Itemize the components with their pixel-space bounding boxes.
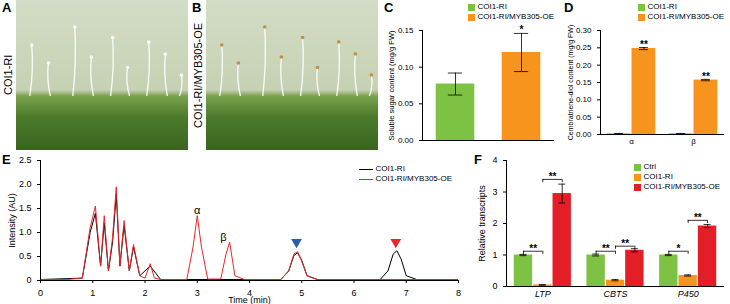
svg-text:5: 5 — [299, 288, 304, 298]
html-text:COI1-RI: COI1-RI — [647, 2, 677, 11]
html-text:COI1-RI/MYB305-OE: COI1-RI/MYB305-OE — [477, 12, 554, 21]
html-text:D: D — [564, 0, 574, 15]
html-text:COI1-RI/MYB305-OE: COI1-RI/MYB305-OE — [647, 12, 724, 21]
svg-text:2: 2 — [142, 288, 147, 298]
svg-text:2.0: 2.0 — [19, 179, 32, 189]
svg-text:LTP: LTP — [535, 289, 551, 299]
svg-text:0.05: 0.05 — [398, 99, 414, 108]
svg-text:0.10: 0.10 — [398, 63, 414, 72]
svg-text:0.00: 0.00 — [576, 130, 592, 139]
svg-text:7: 7 — [404, 288, 409, 298]
html-text:COI1-RI/MYB305-OE: COI1-RI/MYB305-OE — [643, 182, 720, 191]
svg-text:*: * — [520, 24, 524, 35]
svg-text:8: 8 — [456, 288, 461, 298]
svg-text:**: ** — [549, 171, 557, 182]
svg-text:Relative transcripts: Relative transcripts — [477, 185, 487, 262]
svg-text:0.15: 0.15 — [398, 26, 414, 35]
html-text:COI1-RI: COI1-RI — [2, 54, 14, 96]
svg-text:3: 3 — [195, 288, 200, 298]
svg-text:*: * — [677, 243, 681, 254]
svg-text:1.5: 1.5 — [19, 203, 32, 213]
svg-text:α: α — [194, 204, 201, 216]
svg-text:**: ** — [640, 39, 648, 50]
svg-text:0.5: 0.5 — [19, 251, 32, 261]
svg-text:**: ** — [602, 243, 610, 254]
svg-text:P450: P450 — [678, 289, 699, 299]
svg-text:Intensity (AU): Intensity (AU) — [7, 193, 17, 248]
svg-text:0.15: 0.15 — [576, 78, 592, 87]
svg-text:**: ** — [529, 243, 537, 254]
svg-text:**: ** — [702, 71, 710, 82]
html-text:A: A — [2, 0, 12, 15]
svg-text:1.0: 1.0 — [19, 227, 32, 237]
svg-text:0.20: 0.20 — [576, 61, 592, 70]
svg-text:0: 0 — [26, 275, 31, 285]
html-text:COI1-RI/MYB305-OE: COI1-RI/MYB305-OE — [375, 174, 452, 183]
svg-text:**: ** — [694, 212, 702, 223]
svg-text:Cembratriene-diol content (mg/: Cembratriene-diol content (mg/g FW) — [567, 25, 575, 141]
svg-text:CBTS: CBTS — [603, 289, 627, 299]
html-text:Ctrl: Ctrl — [643, 162, 656, 171]
html-text:COI1-RI: COI1-RI — [643, 172, 673, 181]
html-text:COI1-RI/MYB305-OE: COI1-RI/MYB305-OE — [192, 22, 204, 128]
svg-text:0.10: 0.10 — [576, 95, 592, 104]
html-text:B: B — [192, 0, 202, 15]
svg-text:1: 1 — [90, 288, 95, 298]
html-text:COI1-RI: COI1-RI — [375, 164, 405, 173]
svg-text:0.05: 0.05 — [576, 113, 592, 122]
svg-text:0: 0 — [38, 288, 43, 298]
svg-text:**: ** — [621, 238, 629, 249]
svg-text:3: 3 — [492, 187, 497, 197]
html-text:C: C — [384, 0, 394, 15]
svg-text:4: 4 — [492, 155, 497, 165]
svg-text:Soluble sugar content (mg/g FW: Soluble sugar content (mg/g FW) — [387, 30, 396, 141]
svg-text:α: α — [629, 137, 634, 146]
svg-text:0.00: 0.00 — [398, 136, 414, 145]
svg-text:2.5: 2.5 — [19, 155, 32, 165]
html-text:E: E — [2, 152, 11, 167]
svg-text:β: β — [691, 137, 696, 146]
html-text:COI1-RI: COI1-RI — [477, 2, 507, 11]
html-text:F: F — [474, 152, 482, 167]
svg-text:β: β — [220, 231, 226, 243]
svg-text:Time (min): Time (min) — [228, 295, 271, 304]
svg-text:1: 1 — [492, 250, 497, 260]
svg-text:2: 2 — [492, 218, 497, 228]
svg-text:0: 0 — [492, 281, 497, 291]
svg-text:6: 6 — [351, 288, 356, 298]
svg-text:0.25: 0.25 — [576, 43, 592, 52]
svg-text:4: 4 — [247, 287, 252, 298]
svg-text:0.30: 0.30 — [576, 26, 592, 35]
